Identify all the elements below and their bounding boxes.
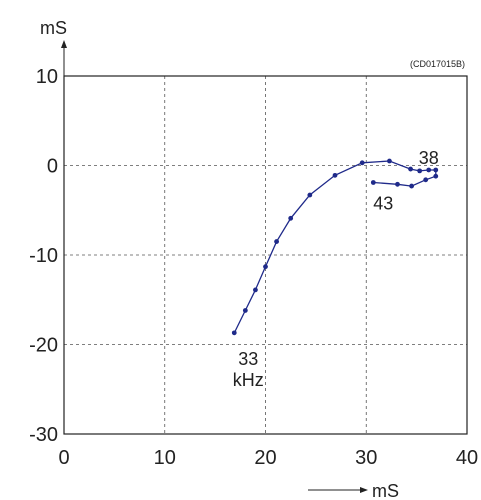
y-tick-label: 10 [36,66,58,88]
data-point [307,192,313,198]
figure-code: (CD017015B) [410,59,465,69]
data-point [417,168,423,174]
x-axis-arrowhead [360,487,368,493]
data-point [387,158,392,164]
data-point [253,287,258,293]
data-point [395,181,400,187]
data-point [433,173,439,179]
y-tick-label: -30 [29,424,58,446]
data-point [426,167,432,173]
grid [64,76,467,434]
y-tick-labels: 10 0 -10 -20 -30 [29,66,58,446]
data-point [408,166,413,172]
data-point [409,183,414,189]
x-axis-unit-label: mS [372,481,399,500]
x-tick-label: 40 [456,447,478,469]
annotation-label: 43 [373,194,393,214]
x-tick-label: 30 [355,447,377,469]
y-tick-label: -20 [29,335,58,357]
data-point [370,180,376,185]
data-point [423,177,429,183]
x-tick-label: 10 [154,447,176,469]
data-point [231,330,237,336]
data-point [274,239,279,244]
x-tick-label: 20 [254,447,276,469]
plot-frame [63,75,468,435]
x-tick-label: 0 [58,447,69,469]
data-point [359,160,365,166]
series-group [231,158,439,336]
y-axis-unit-label: mS [40,18,67,38]
y-axis-arrowhead [61,40,67,48]
annotation-label: 33 [238,349,258,369]
data-point [263,264,268,270]
annotation-label: 38 [419,148,439,168]
y-tick-label: -10 [29,245,58,267]
y-tick-label: 0 [47,156,58,178]
series-line [233,160,437,334]
annotation-label: kHz [233,370,264,390]
x-tick-labels: 0 10 20 30 40 [58,447,478,469]
data-point [288,215,294,221]
data-point [433,167,439,173]
data-point [242,308,248,313]
y-axis-arrow [61,40,67,76]
x-axis-arrow [308,487,368,493]
data-point [332,172,338,178]
